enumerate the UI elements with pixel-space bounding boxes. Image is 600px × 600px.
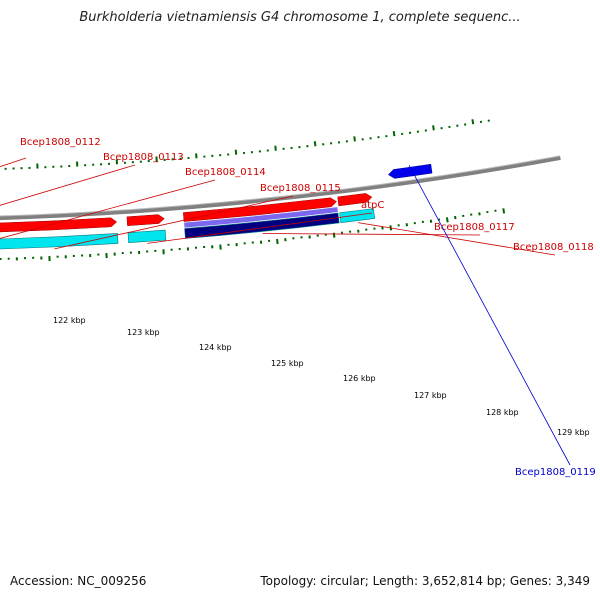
gene-label-Bcep1808_0117: Bcep1808_0117 xyxy=(434,222,515,233)
label-leader xyxy=(262,233,481,236)
backbone-line xyxy=(0,155,561,220)
kbp-label: 128 kbp xyxy=(486,408,519,417)
kbp-label: 127 kbp xyxy=(414,391,447,400)
gc-tick xyxy=(445,217,449,223)
kbp-label: 129 kbp xyxy=(557,428,590,437)
topology-summary: Topology: circular; Length: 3,652,814 bp… xyxy=(260,574,590,588)
gc-tick xyxy=(332,232,336,238)
gc-tick xyxy=(313,141,317,147)
accession-text: Accession: NC_009256 xyxy=(10,574,147,588)
gc-tick xyxy=(471,119,475,125)
gc-tick xyxy=(274,145,277,151)
label-leader xyxy=(0,179,216,239)
gc-tick xyxy=(234,149,238,155)
gene-label-atpC: atpC xyxy=(361,200,384,211)
gene-block-Bcep1808_0117 xyxy=(184,212,340,239)
gc-tick xyxy=(432,125,435,131)
gc-tick xyxy=(502,208,506,214)
label-leader xyxy=(0,164,136,206)
cds-arrow-Bcep1808_0117 xyxy=(183,197,338,222)
label-leader xyxy=(147,212,373,244)
gene-label-Bcep1808_0119: Bcep1808_0119 xyxy=(515,467,596,478)
gc-tick xyxy=(392,130,396,137)
kbp-label: 124 kbp xyxy=(199,343,232,352)
label-leader xyxy=(408,165,571,466)
gene-label-Bcep1808_0112: Bcep1808_0112 xyxy=(20,137,101,148)
gc-tick xyxy=(353,136,356,142)
gene-block-Bcep1808_0115 xyxy=(0,233,119,250)
gene-label-Bcep1808_0114: Bcep1808_0114 xyxy=(185,167,266,178)
gc-tick xyxy=(454,215,457,220)
gc-tick xyxy=(478,212,481,216)
kbp-label: 125 kbp xyxy=(271,359,304,368)
cds-arrow-Bcep1808_0115 xyxy=(0,217,118,233)
gc-skew-track xyxy=(0,119,506,262)
cds-arrow-atpC xyxy=(126,214,165,226)
cds-highlight-Bcep1808_0117 xyxy=(184,207,338,228)
kbp-label: 122 kbp xyxy=(53,316,86,325)
cds-arrow-Bcep1808_0119 xyxy=(388,163,433,179)
gene-label-Bcep1808_0118: Bcep1808_0118 xyxy=(513,242,594,253)
map-title: Burkholderia vietnamiensis G4 chromosome… xyxy=(79,10,521,25)
gc-tick xyxy=(276,238,279,245)
cds-arrow-Bcep1808_0118 xyxy=(337,193,373,207)
gene-block-Bcep1808_0118 xyxy=(339,208,376,224)
gene-block-atpC xyxy=(127,229,167,244)
label-leader xyxy=(54,195,294,250)
gene-label-Bcep1808_0115: Bcep1808_0115 xyxy=(260,183,341,194)
kbp-ruler: 122 kbp 123 kbp 124 kbp 125 kbp 126 kbp 127 k… xyxy=(53,316,590,437)
kbp-label: 123 kbp xyxy=(127,328,160,337)
gene-track xyxy=(0,163,433,250)
label-leader xyxy=(357,222,556,256)
kbp-label: 126 kbp xyxy=(343,374,376,383)
gene-label-Bcep1808_0113: Bcep1808_0113 xyxy=(103,152,184,163)
